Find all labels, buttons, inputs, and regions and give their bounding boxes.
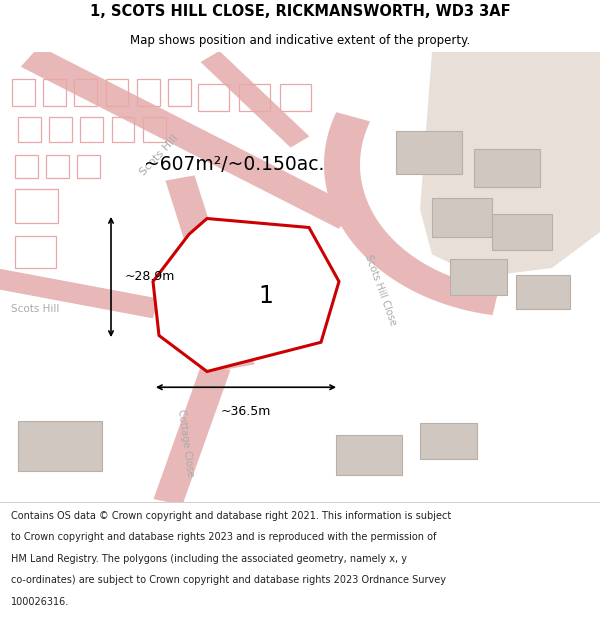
Bar — [492, 214, 552, 250]
Bar — [18, 118, 41, 142]
Polygon shape — [200, 51, 310, 148]
Bar — [46, 156, 69, 178]
Polygon shape — [324, 112, 499, 315]
Bar — [198, 84, 229, 111]
Text: co-ordinates) are subject to Crown copyright and database rights 2023 Ordnance S: co-ordinates) are subject to Crown copyr… — [11, 575, 446, 585]
Bar — [474, 149, 540, 187]
Bar — [15, 189, 58, 223]
Polygon shape — [21, 46, 357, 229]
Text: 1, SCOTS HILL CLOSE, RICKMANSWORTH, WD3 3AF: 1, SCOTS HILL CLOSE, RICKMANSWORTH, WD3 … — [89, 4, 511, 19]
Bar — [143, 118, 166, 142]
Text: ~36.5m: ~36.5m — [221, 405, 271, 418]
Bar — [239, 84, 270, 111]
Bar — [77, 156, 100, 178]
Polygon shape — [153, 219, 339, 371]
Bar — [137, 79, 160, 106]
Bar — [106, 79, 128, 106]
Bar — [74, 79, 97, 106]
Polygon shape — [0, 267, 159, 318]
Text: Cottage Close: Cottage Close — [176, 409, 196, 478]
Text: Map shows position and indicative extent of the property.: Map shows position and indicative extent… — [130, 34, 470, 47]
Text: Scots Hill: Scots Hill — [11, 304, 59, 314]
Polygon shape — [154, 364, 230, 505]
Bar — [15, 156, 38, 178]
Bar — [49, 118, 72, 142]
Bar — [168, 79, 191, 106]
Bar — [80, 118, 103, 142]
Bar — [396, 131, 462, 174]
Bar — [112, 118, 134, 142]
Text: ~607m²/~0.150ac.: ~607m²/~0.150ac. — [144, 155, 324, 174]
Bar — [15, 236, 56, 268]
Polygon shape — [420, 52, 600, 277]
Bar — [432, 198, 492, 236]
Text: Contains OS data © Crown copyright and database right 2021. This information is : Contains OS data © Crown copyright and d… — [11, 511, 451, 521]
Polygon shape — [166, 176, 254, 369]
Bar — [450, 259, 507, 295]
Bar — [43, 79, 66, 106]
Bar — [516, 275, 570, 309]
Text: to Crown copyright and database rights 2023 and is reproduced with the permissio: to Crown copyright and database rights 2… — [11, 532, 436, 542]
Text: 100026316.: 100026316. — [11, 597, 69, 607]
Text: ~28.9m: ~28.9m — [124, 271, 175, 284]
Bar — [280, 84, 311, 111]
Text: 1: 1 — [258, 284, 273, 308]
Text: Scots Hill Close: Scots Hill Close — [364, 254, 398, 328]
Bar — [12, 79, 35, 106]
Bar — [336, 434, 402, 475]
Bar — [420, 423, 477, 459]
Text: Scots Hill: Scots Hill — [138, 133, 180, 178]
Bar — [237, 286, 300, 326]
Bar — [18, 421, 102, 471]
Text: HM Land Registry. The polygons (including the associated geometry, namely x, y: HM Land Registry. The polygons (includin… — [11, 554, 407, 564]
